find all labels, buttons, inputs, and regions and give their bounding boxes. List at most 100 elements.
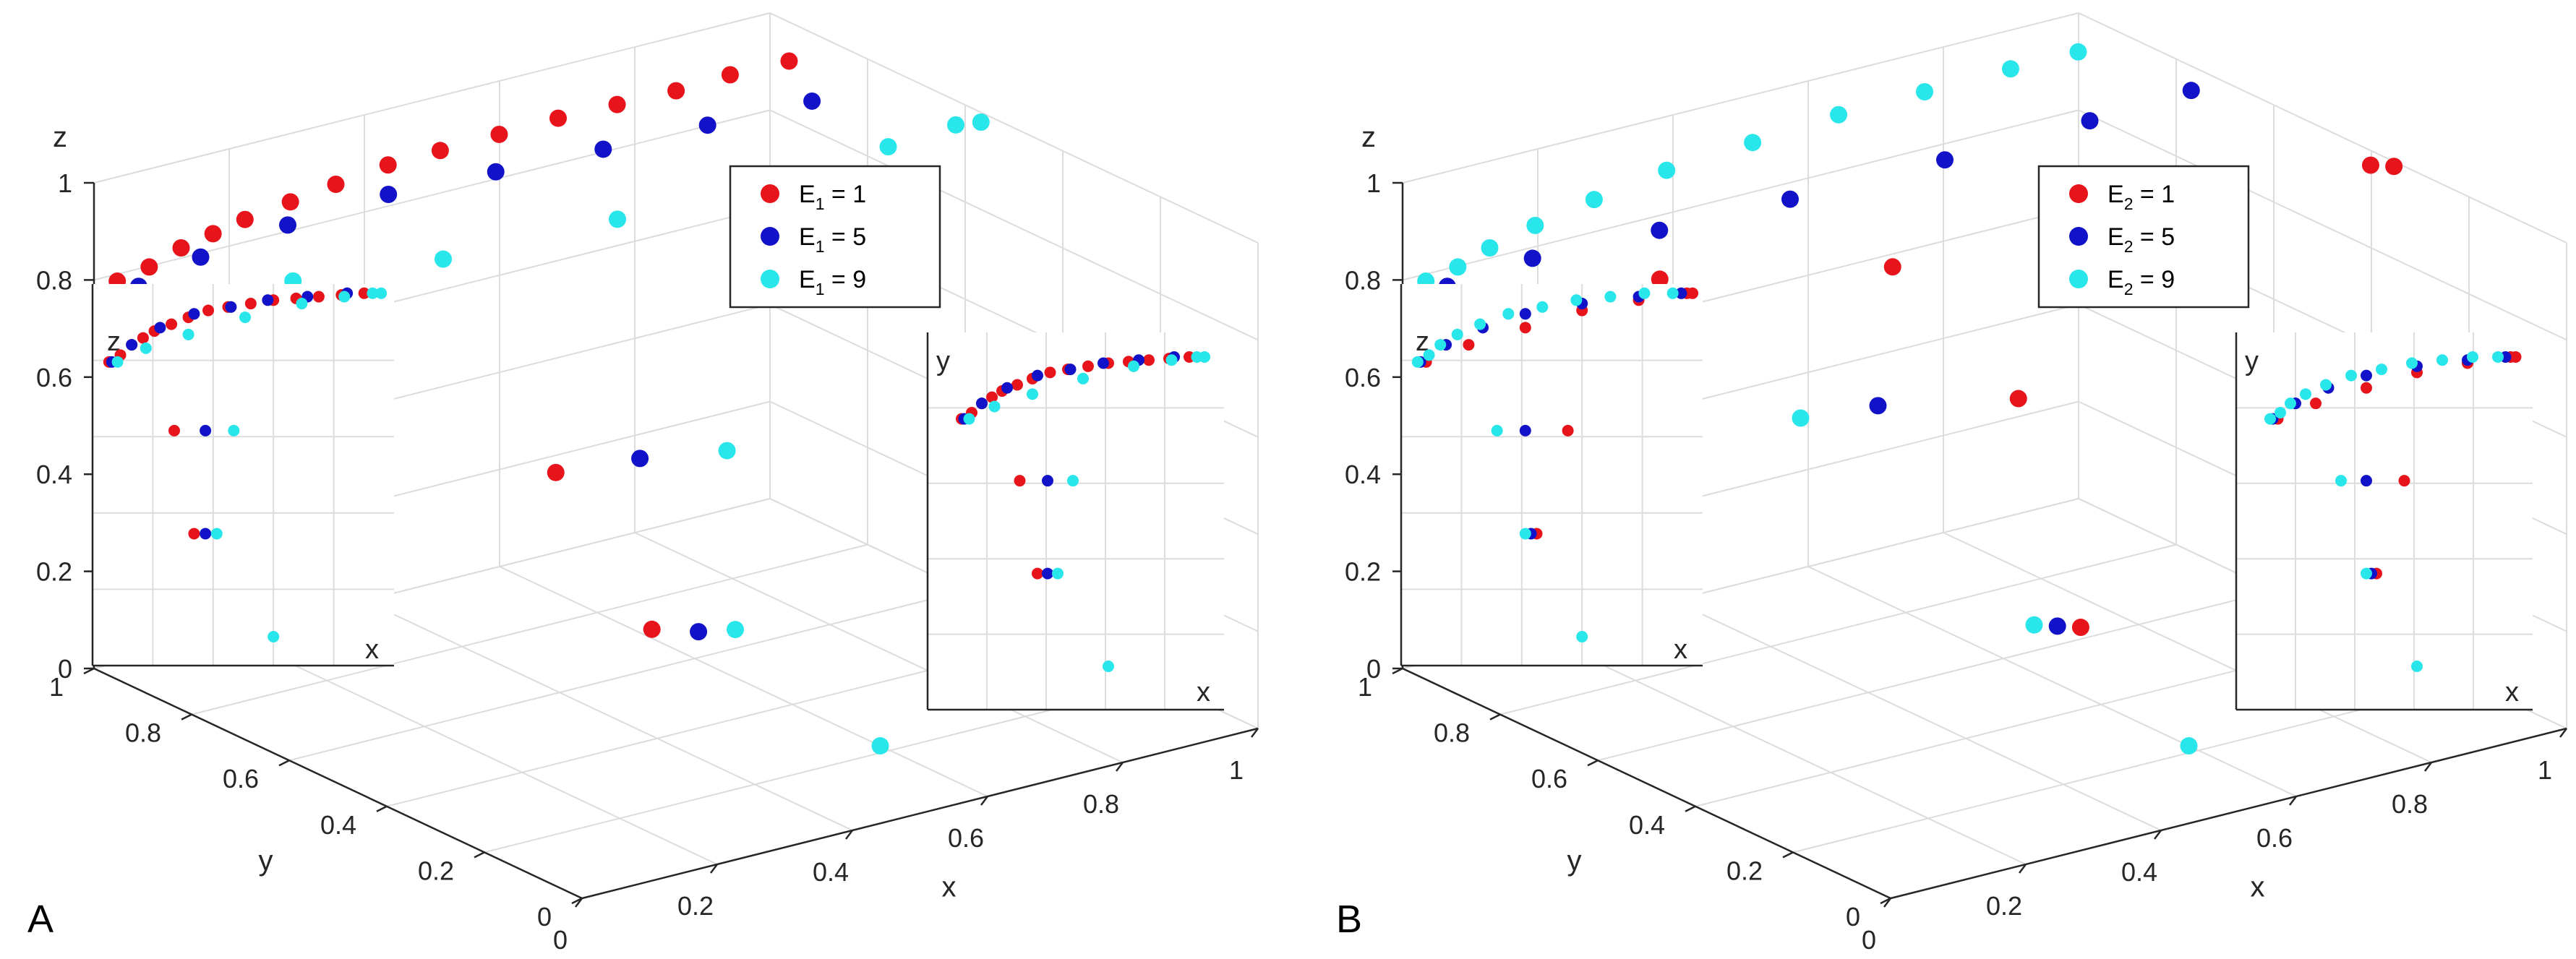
legend-label-value: = 5 <box>824 223 866 251</box>
inset-data-point <box>1687 287 1699 299</box>
data-point <box>608 95 626 113</box>
x-tick-mark <box>2559 728 2567 738</box>
legend-label-value: = 9 <box>2133 266 2175 293</box>
data-points <box>1417 43 2403 755</box>
data-point <box>871 737 889 755</box>
data-point <box>2182 82 2200 100</box>
inset-data-point <box>2361 567 2372 580</box>
inset-data-point <box>963 413 975 425</box>
data-point <box>435 250 452 268</box>
legend-label-value: = 5 <box>2133 223 2175 251</box>
grid-line <box>1792 681 2470 853</box>
grid-line <box>288 590 966 762</box>
inset-x-label: x <box>1197 677 1210 708</box>
inset-data-point <box>1097 357 1109 369</box>
inset-data-point <box>1576 631 1588 642</box>
data-point <box>281 193 299 211</box>
x-tick-label: 0.8 <box>2392 789 2428 819</box>
z-tick-label: 0 <box>58 654 72 684</box>
y-tick-label: 0.6 <box>1531 764 1567 794</box>
inset-data-point <box>338 291 351 303</box>
inset-data-point <box>1434 339 1447 351</box>
z-tick-label: 1 <box>58 168 72 198</box>
inset-data-point <box>1103 661 1114 672</box>
y-axis-line <box>93 667 583 900</box>
inset-data-point <box>137 332 149 344</box>
inset-data-point <box>126 339 138 351</box>
legend-label-subscript: 2 <box>2124 237 2134 256</box>
y-tick-mark <box>1782 851 1794 859</box>
z-tick-label: 0.6 <box>36 363 72 392</box>
data-point <box>236 210 254 228</box>
legend-label-value: = 1 <box>824 181 866 208</box>
legend-label-base: E <box>799 181 816 208</box>
x-tick-mark <box>710 864 718 874</box>
inset-data-point <box>1675 287 1687 299</box>
inset-data-point <box>154 322 166 334</box>
y-tick-label: 0 <box>1846 902 1860 932</box>
inset-data-point <box>262 294 274 306</box>
z-tick-label: 0.2 <box>36 557 72 587</box>
inset-data-point <box>111 356 124 368</box>
inset-data-point <box>296 298 308 310</box>
inset-z-label: z <box>107 327 121 357</box>
y-tick-label: 0.8 <box>125 718 161 748</box>
inset-data-point <box>2345 369 2357 382</box>
x-tick-label: 0.4 <box>2121 857 2157 887</box>
data-point <box>803 92 821 110</box>
x-tick-label: 0.6 <box>948 823 984 853</box>
inset-data-point <box>188 308 200 320</box>
data-point <box>1585 191 1603 209</box>
inset-xy: yx <box>926 332 1224 711</box>
legend-label-subscript: 1 <box>816 280 825 298</box>
inset-data-point <box>1001 382 1013 394</box>
z-tick-label: 0.6 <box>1345 363 1381 392</box>
inset-data-point <box>2398 475 2410 487</box>
inset-y-label: y <box>936 346 950 377</box>
data-point <box>2025 616 2043 634</box>
inset-xz: zx <box>1400 284 1703 667</box>
legend-marker <box>2069 270 2088 288</box>
z-tick-label: 0.8 <box>1345 265 1381 295</box>
data-point <box>718 442 736 460</box>
inset-data-point <box>2436 354 2448 366</box>
y-tick-mark <box>1587 760 1599 767</box>
inset-y-label: y <box>2245 346 2259 377</box>
data-point <box>972 113 990 131</box>
inset-data-point <box>1638 287 1651 299</box>
legend-label-value: = 1 <box>2133 181 2175 208</box>
z-tick-label: 1 <box>1366 168 1381 198</box>
inset-x-label: x <box>1674 635 1687 665</box>
y-axis-label: y <box>259 845 273 877</box>
inset-xz: zx <box>91 284 394 667</box>
inset-data-point <box>1451 328 1463 340</box>
data-point <box>1744 134 1762 152</box>
y-tick-label: 1 <box>1358 672 1372 702</box>
legend: E1 = 1E1 = 5E1 = 9 <box>729 165 941 309</box>
inset-data-point <box>1411 356 1424 368</box>
panel-a: 00.20.40.60.8100.20.40.60.8100.20.40.60.… <box>27 12 1259 955</box>
data-point <box>690 623 708 641</box>
inset-data-point <box>2376 364 2387 376</box>
inset-data-point <box>140 342 152 354</box>
inset-data-point <box>358 287 370 299</box>
y-tick-label: 0.2 <box>1726 856 1763 885</box>
data-point <box>547 463 565 481</box>
inset-data-point <box>2285 397 2296 410</box>
y-tick-mark <box>1880 897 1891 905</box>
grid-line <box>1402 12 2079 184</box>
inset-data-point <box>182 328 194 340</box>
grid-line <box>228 634 718 865</box>
inset-data-point <box>1032 369 1043 382</box>
data-point <box>549 109 567 127</box>
x-axis-label: x <box>942 872 957 903</box>
inset-data-point <box>202 304 215 317</box>
inset-data-point <box>2361 475 2372 487</box>
data-point <box>1651 221 1669 239</box>
y-tick-label: 0.6 <box>223 764 259 794</box>
inset-data-point <box>1570 294 1583 306</box>
inset-data-point <box>200 528 212 540</box>
y-tick-label: 0.2 <box>418 856 454 885</box>
legend-label-base: E <box>799 266 816 293</box>
grid-line <box>634 532 1124 763</box>
